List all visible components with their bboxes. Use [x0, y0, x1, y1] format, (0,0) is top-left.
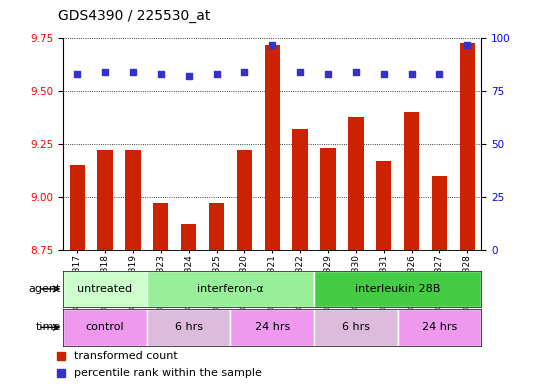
Text: agent: agent: [28, 284, 60, 294]
Bar: [265, 45, 280, 250]
Bar: [398, 309, 481, 346]
Bar: [147, 309, 230, 346]
Bar: [63, 271, 147, 307]
Bar: [404, 112, 419, 250]
Bar: [348, 116, 364, 250]
Text: GDS4390 / 225530_at: GDS4390 / 225530_at: [58, 9, 210, 23]
Bar: [153, 203, 168, 250]
Point: [351, 69, 360, 75]
Point: [407, 71, 416, 78]
Bar: [69, 165, 85, 250]
Point: [268, 41, 277, 48]
Text: 24 hrs: 24 hrs: [255, 322, 290, 333]
Point: [435, 71, 444, 78]
Point: [240, 69, 249, 75]
Text: time: time: [35, 322, 60, 333]
Point: [296, 69, 305, 75]
Bar: [147, 271, 314, 307]
Bar: [63, 309, 147, 346]
Text: untreated: untreated: [78, 284, 133, 294]
Bar: [125, 150, 141, 250]
Point: [129, 69, 138, 75]
Point: [379, 71, 388, 78]
Bar: [314, 309, 398, 346]
Bar: [460, 43, 475, 250]
Point: [184, 73, 193, 79]
Text: 6 hrs: 6 hrs: [342, 322, 370, 333]
Point: [73, 71, 81, 78]
Bar: [181, 224, 196, 250]
Text: control: control: [86, 322, 124, 333]
Point: [463, 41, 472, 48]
Bar: [293, 129, 308, 250]
Text: interferon-α: interferon-α: [197, 284, 264, 294]
Bar: [230, 309, 314, 346]
Bar: [209, 203, 224, 250]
Text: percentile rank within the sample: percentile rank within the sample: [74, 368, 262, 378]
Text: transformed count: transformed count: [74, 351, 178, 361]
Point: [101, 69, 109, 75]
Text: 6 hrs: 6 hrs: [175, 322, 202, 333]
Point: [323, 71, 332, 78]
Bar: [236, 150, 252, 250]
Point: [156, 71, 165, 78]
Bar: [314, 271, 481, 307]
Point: [212, 71, 221, 78]
Bar: [97, 150, 113, 250]
Bar: [376, 161, 392, 250]
Text: interleukin 28B: interleukin 28B: [355, 284, 441, 294]
Bar: [320, 148, 336, 250]
Bar: [432, 176, 447, 250]
Text: 24 hrs: 24 hrs: [422, 322, 457, 333]
